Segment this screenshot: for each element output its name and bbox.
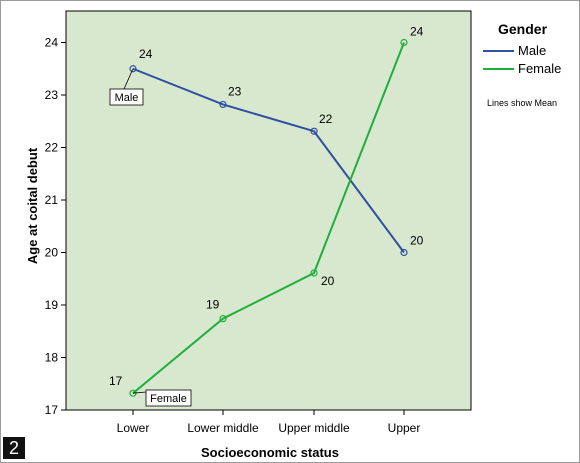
data-label: 24 [139, 47, 153, 61]
data-point [310, 127, 318, 135]
data-label: 23 [228, 84, 242, 98]
y-tick-label: 23 [45, 88, 59, 102]
figure-number-badge: 2 [3, 437, 25, 459]
series-tag-box [145, 389, 192, 407]
data-label: 22 [319, 112, 333, 126]
plot-area [65, 10, 472, 411]
legend-label-male: Male [518, 43, 546, 58]
x-axis-title: Socioeconomic status [201, 445, 339, 460]
legend-title: Gender [498, 21, 548, 37]
y-tick-label: 19 [45, 298, 59, 312]
data-point [219, 100, 227, 109]
data-label: 17 [109, 374, 123, 388]
data-point [129, 65, 137, 73]
y-tick-label: 21 [45, 193, 59, 207]
y-axis-title: Age at coital debut [25, 147, 40, 264]
data-point [219, 315, 227, 323]
data-point [400, 248, 408, 257]
series-tag-male: Male [115, 92, 139, 104]
y-tick-label: 17 [45, 403, 59, 417]
series-tag-box [109, 88, 144, 106]
x-tick-label: Upper [388, 421, 421, 435]
x-tick-label: Lower middle [187, 421, 259, 435]
y-tick-label: 22 [45, 141, 59, 155]
series-line-female [132, 42, 405, 394]
y-tick-label: 20 [45, 246, 59, 260]
series-line-male [132, 67, 405, 254]
y-tick-label: 18 [45, 351, 59, 365]
series-tag-female: Female [150, 393, 187, 405]
legend-note: Lines show Mean [487, 98, 557, 108]
legend-label-female: Female [518, 61, 561, 76]
data-point [310, 269, 318, 277]
series-tag-leader [123, 68, 134, 90]
data-label: 20 [410, 234, 424, 248]
data-label: 20 [321, 274, 335, 288]
x-tick-label: Upper middle [278, 421, 350, 435]
data-label: 24 [410, 25, 424, 39]
data-label: 19 [206, 298, 220, 312]
data-point [400, 38, 408, 47]
y-tick-label: 24 [45, 36, 59, 50]
series-tag-leader [132, 391, 147, 394]
x-tick-label: Lower [117, 421, 150, 435]
